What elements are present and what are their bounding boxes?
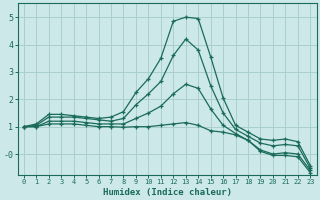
- X-axis label: Humidex (Indice chaleur): Humidex (Indice chaleur): [103, 188, 232, 197]
